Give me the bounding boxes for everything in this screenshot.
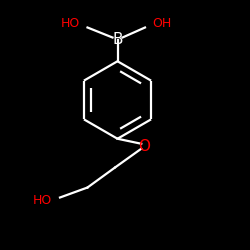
Text: OH: OH bbox=[152, 17, 172, 30]
Text: HO: HO bbox=[61, 17, 80, 30]
Text: HO: HO bbox=[33, 194, 52, 206]
Text: B: B bbox=[112, 32, 123, 48]
Text: O: O bbox=[138, 139, 150, 154]
